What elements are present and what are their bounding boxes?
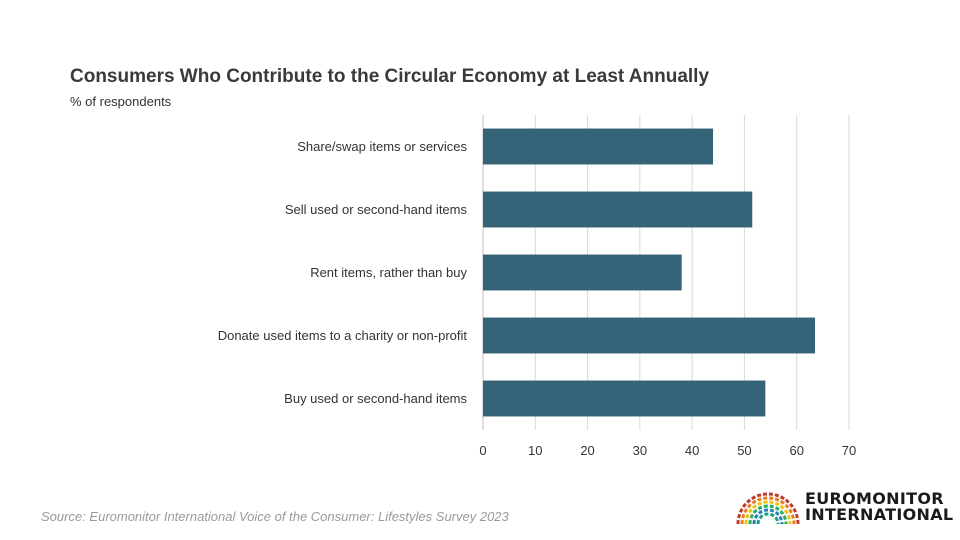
- gridlines: [482, 115, 850, 430]
- x-tick-label: 70: [842, 443, 856, 458]
- chart-subtitle: % of respondents: [70, 94, 172, 109]
- x-tick-label: 0: [479, 443, 486, 458]
- bar: [483, 191, 753, 228]
- bar: [483, 380, 766, 417]
- category-labels: Share/swap items or services Sell used or…: [218, 139, 468, 406]
- logo-arc: [744, 500, 792, 524]
- logo-arc: [748, 504, 788, 524]
- x-tick-label: 30: [633, 443, 647, 458]
- x-tick-label: 60: [789, 443, 803, 458]
- rainbow-arcs-icon: [736, 492, 800, 524]
- category-label: Share/swap items or services: [297, 139, 467, 154]
- x-axis-ticks: 0 10 20 30 40 50 60 70: [479, 443, 856, 458]
- category-label: Sell used or second-hand items: [285, 202, 468, 217]
- logo-arc: [756, 512, 780, 524]
- source-note: Source: Euromonitor International Voice …: [41, 509, 509, 524]
- logo-arc: [736, 492, 800, 524]
- x-tick-label: 10: [528, 443, 542, 458]
- brand-name-line1: EUROMONITOR: [805, 489, 944, 508]
- bar: [483, 254, 682, 291]
- logo-arc: [752, 508, 784, 524]
- bars: [483, 128, 816, 417]
- brand-logo: EUROMONITOR INTERNATIONAL: [735, 489, 953, 524]
- bar: [483, 128, 714, 165]
- x-tick-label: 50: [737, 443, 751, 458]
- x-tick-label: 40: [685, 443, 699, 458]
- category-label: Buy used or second-hand items: [284, 391, 467, 406]
- category-label: Rent items, rather than buy: [310, 265, 467, 280]
- category-label: Donate used items to a charity or non-pr…: [218, 328, 468, 343]
- x-tick-label: 20: [580, 443, 594, 458]
- brand-name-line2: INTERNATIONAL: [805, 505, 954, 524]
- chart-title: Consumers Who Contribute to the Circular…: [70, 66, 710, 87]
- bar: [483, 317, 816, 354]
